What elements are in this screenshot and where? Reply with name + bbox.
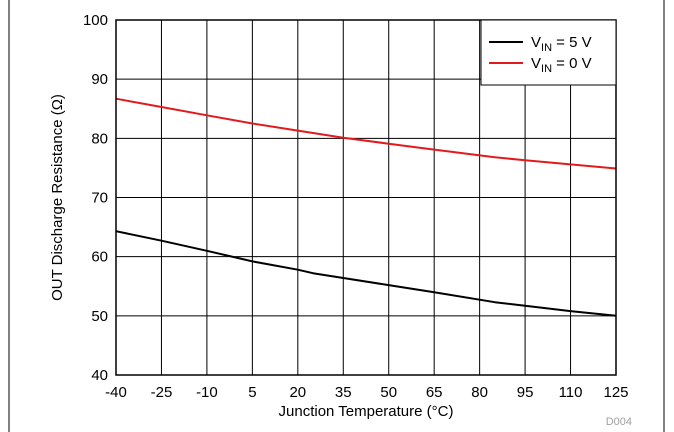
- y-tick-label: 40: [91, 367, 108, 384]
- x-tick-label: 125: [603, 384, 628, 401]
- series-line-2: [115, 97, 617, 170]
- y-tick-label: 60: [91, 249, 108, 266]
- series-line-1: [115, 230, 617, 317]
- y-tick-label: 80: [91, 130, 108, 147]
- y-tick-label: 100: [83, 12, 108, 29]
- x-tick-label: -10: [196, 384, 218, 401]
- y-tick-label: 70: [91, 190, 108, 207]
- legend-label-2: VIN = 0 V: [531, 55, 592, 75]
- x-tick-label: -25: [151, 384, 173, 401]
- x-tick-label: 35: [335, 384, 352, 401]
- figure-id: D004: [606, 416, 632, 428]
- plot-area-border: [115, 19, 617, 376]
- x-tick-label: 50: [380, 384, 397, 401]
- y-tick-label: 90: [91, 71, 108, 88]
- x-tick-label: 5: [248, 384, 256, 401]
- legend-box: [480, 19, 617, 86]
- x-axis-ticks: -40 -25 -10 5 20 35 50 65 80 95 110 125: [105, 384, 628, 401]
- x-tick-label: 80: [471, 384, 488, 401]
- x-tick-label: 20: [289, 384, 306, 401]
- x-tick-label: -40: [105, 384, 127, 401]
- y-tick-label: 50: [91, 308, 108, 325]
- y-axis-label: OUT Discharge Resistance (Ω): [49, 94, 66, 301]
- x-tick-label: 65: [426, 384, 443, 401]
- y-axis-ticks: 40 50 60 70 80 90 100: [83, 12, 108, 384]
- legend-label-1: VIN = 5 V: [531, 34, 592, 54]
- x-tick-label: 110: [559, 384, 583, 401]
- x-axis-label: Junction Temperature (°C): [279, 403, 454, 420]
- data-series: [115, 97, 617, 317]
- x-tick-label: 95: [517, 384, 534, 401]
